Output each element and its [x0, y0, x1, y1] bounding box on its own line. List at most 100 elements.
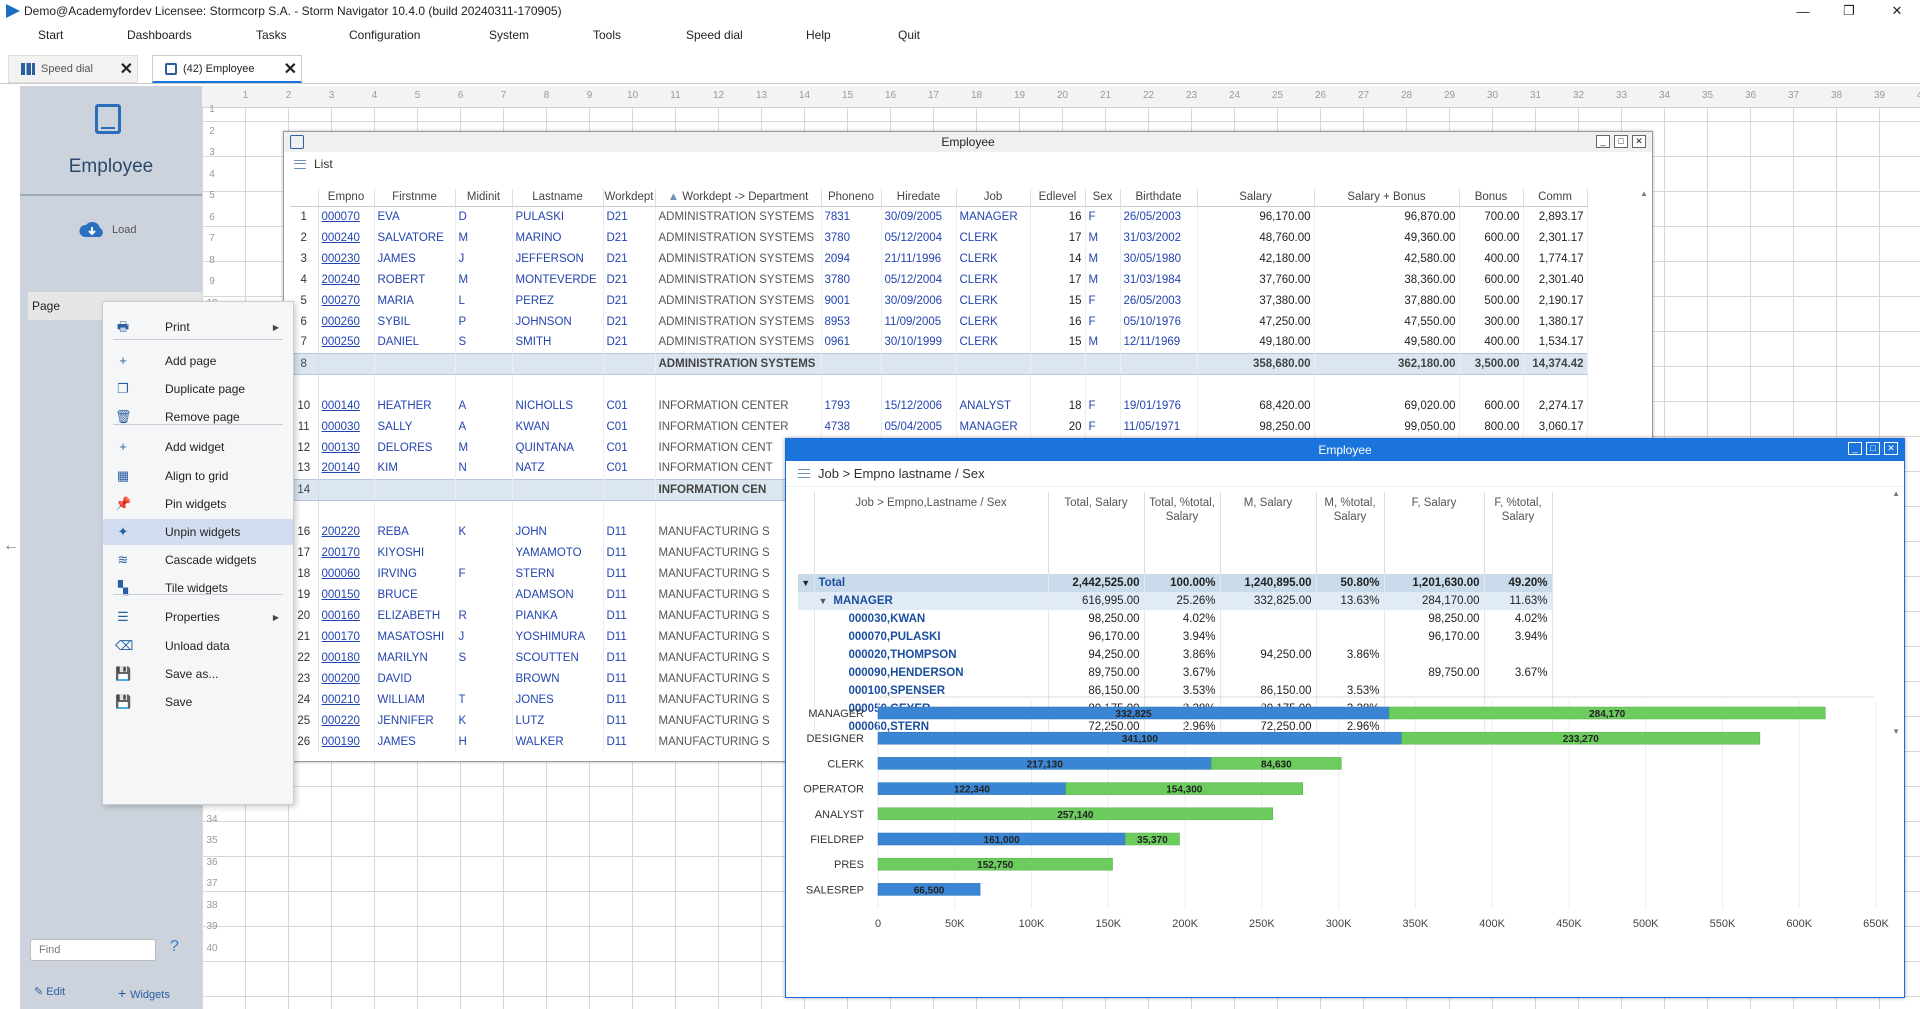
menu-item-add-widget[interactable]: + Add widget [103, 434, 293, 460]
menu-item-pin-widgets[interactable]: 📌 Pin widgets [103, 491, 293, 517]
pivot-column-header[interactable]: M, %total, Salary [1316, 492, 1385, 574]
minimize-icon[interactable]: — [1796, 3, 1810, 19]
column-header[interactable]: Lastname [512, 189, 604, 207]
menu-tools[interactable]: Tools [593, 28, 622, 42]
table-cell[interactable]: 000210 [318, 689, 375, 710]
menu-item-unload-data[interactable]: ⌫ Unload data [103, 633, 293, 659]
pivot-row[interactable]: 000030,KWAN 98,250.00 4.02% 98,250.00 4.02% [798, 610, 1553, 628]
bar-segment[interactable] [1124, 832, 1180, 846]
table-row[interactable]: 5 000270 MARIA L PEREZ D21 ADMINISTRATION SYST… [290, 290, 1588, 311]
column-header[interactable]: Hiredate [881, 189, 957, 207]
table-cell[interactable]: 000230 [318, 248, 375, 269]
bar-segment[interactable] [1401, 731, 1761, 745]
close-icon[interactable]: ✕ [1884, 442, 1898, 455]
menu-item-properties[interactable]: ☰ Properties ▶ [103, 604, 293, 630]
column-header[interactable]: Bonus [1459, 189, 1524, 207]
close-icon[interactable]: ✕ [1632, 135, 1646, 148]
scroll-down-icon[interactable]: ▼ [1892, 727, 1900, 736]
menu-item-duplicate-page[interactable]: ❐ Duplicate page [103, 376, 293, 402]
collapse-icon[interactable]: ▼ [818, 596, 828, 606]
column-header[interactable]: Salary [1197, 189, 1315, 207]
column-header[interactable]: Birthdate [1120, 189, 1198, 207]
maximize-icon[interactable]: □ [1866, 442, 1880, 455]
table-row[interactable]: 8 ADMINISTRATION SYSTEMS 358,680.00 362,180… [290, 352, 1588, 375]
table-cell[interactable]: 200220 [318, 521, 375, 542]
table-cell[interactable]: 000250 [318, 332, 375, 353]
column-header[interactable]: Salary + Bonus [1314, 189, 1460, 207]
column-header[interactable]: Comm [1523, 189, 1588, 207]
menu-configuration[interactable]: Configuration [349, 28, 421, 42]
pivot-row[interactable]: 000090,HENDERSON 89,750.00 3.67% 89,750.00 3… [798, 664, 1553, 682]
table-cell[interactable]: 000140 [318, 395, 375, 416]
menu-item-tile-widgets[interactable]: ▚ Tile widgets [103, 575, 293, 601]
pivot-row[interactable]: 000060,STERN 72,250.00 2.96% 72,250.00 2.96% [798, 718, 1553, 736]
minimize-icon[interactable]: _ [1596, 135, 1610, 148]
table-cell[interactable]: 000160 [318, 605, 375, 626]
table-cell[interactable]: 000130 [318, 437, 375, 458]
tab-speed-dial[interactable]: Speed dial ✕ [8, 55, 138, 83]
employee-pivot-window[interactable]: Employee _ □ ✕ Job > Empno lastname / Se… [785, 438, 1905, 998]
table-cell[interactable]: 200170 [318, 542, 375, 563]
table-cell[interactable]: 200240 [318, 269, 375, 290]
pivot-column-header[interactable]: Job > Empno,Lastname / Sex [814, 492, 1049, 574]
menu-help[interactable]: Help [806, 28, 831, 42]
scroll-up-icon[interactable]: ▲ [1640, 189, 1648, 198]
pivot-row[interactable]: 000100,SPENSER 86,150.00 3.53% 86,150.00 3.5… [798, 682, 1553, 700]
pivot-row[interactable]: 000020,THOMPSON 94,250.00 3.86% 94,250.00 3.… [798, 646, 1553, 664]
table-cell[interactable]: 000270 [318, 290, 375, 311]
menu-item-unpin-widgets[interactable]: ✦ Unpin widgets [103, 519, 293, 545]
pivot-column-header[interactable]: Total, Salary [1048, 492, 1145, 574]
column-header[interactable]: Workdept [603, 189, 656, 207]
bar-segment[interactable] [1211, 757, 1342, 770]
table-row[interactable]: 11 000030 SALLY A KWAN C01 INFORMATION CENTER 4… [290, 416, 1588, 437]
table-cell[interactable]: 200140 [318, 458, 375, 479]
column-header[interactable]: Phoneno [821, 189, 882, 207]
table-cell[interactable]: 000060 [318, 563, 375, 584]
table-cell[interactable]: 000170 [318, 626, 375, 647]
column-header[interactable]: Firstnme [374, 189, 456, 207]
scroll-up-icon[interactable]: ▲ [1892, 489, 1900, 498]
table-row[interactable]: 6 000260 SYBIL P JOHNSON D21 ADMINISTRATION SY… [290, 311, 1588, 332]
bar-segment[interactable] [1065, 782, 1303, 795]
column-header[interactable]: Sex [1085, 189, 1121, 207]
menu-quit[interactable]: Quit [898, 28, 921, 42]
column-header[interactable]: Job [956, 189, 1031, 207]
column-header[interactable]: Empno [318, 189, 375, 207]
column-header[interactable]: ▲ Workdept -> Department [655, 189, 822, 207]
restore-icon[interactable]: ❐ [1843, 3, 1855, 18]
pivot-row[interactable]: 000070,PULASKI 96,170.00 3.94% 96,170.00 3.9… [798, 628, 1553, 646]
menu-item-add-page[interactable]: + Add page [103, 348, 293, 374]
window-titlebar[interactable]: Employee _ □ ✕ [284, 132, 1652, 152]
collapse-icon[interactable]: ▼ [798, 574, 815, 592]
pivot-column-header[interactable]: Total, %total, Salary [1144, 492, 1221, 574]
hamburger-icon[interactable] [294, 159, 306, 169]
table-cell[interactable]: 000190 [318, 731, 375, 752]
column-header[interactable]: Midinit [455, 189, 513, 207]
table-row[interactable]: 9 [290, 374, 1588, 395]
table-cell[interactable]: 000030 [318, 416, 375, 437]
table-cell[interactable]: 000150 [318, 584, 375, 605]
tab-employee[interactable]: (42) Employee ✕ [152, 55, 302, 83]
table-row[interactable]: 3 000230 JAMES J JEFFERSON D21 ADMINISTRATION … [290, 248, 1588, 269]
edit-button[interactable]: ✎ Edit [34, 985, 65, 998]
menu-item-print[interactable]: 🖶 Print ▶ [103, 314, 293, 340]
column-header[interactable]: Edlevel [1030, 189, 1086, 207]
table-cell[interactable]: 000200 [318, 668, 375, 689]
help-icon[interactable]: ? [170, 938, 179, 955]
table-row[interactable]: 7 000250 DANIEL S SMITH D21 ADMINISTRATION SYS… [290, 332, 1588, 353]
menu-item-save-as[interactable]: 💾 Save as... [103, 661, 293, 687]
menu-item-cascade-widgets[interactable]: ≋ Cascade widgets [103, 547, 293, 573]
bar-segment[interactable] [877, 883, 981, 896]
close-icon[interactable]: ✕ [1891, 3, 1903, 18]
pivot-column-header[interactable]: F, %total, Salary [1484, 492, 1553, 574]
table-row[interactable]: 1 000070 EVA D PULASKI D21 ADMINISTRATION SYST… [290, 206, 1588, 227]
menu-speed-dial[interactable]: Speed dial [686, 28, 743, 42]
bar-segment[interactable] [1388, 706, 1826, 720]
table-cell[interactable]: 000240 [318, 227, 375, 248]
find-input[interactable]: Find [30, 939, 156, 961]
table-row[interactable]: 4 200240 ROBERT M MONTEVERDE D21 ADMINISTRATIO… [290, 269, 1588, 290]
maximize-icon[interactable]: □ [1614, 135, 1628, 148]
table-row[interactable]: 2 000240 SALVATORE M MARINO D21 ADMINISTRATION… [290, 227, 1588, 248]
back-arrow-icon[interactable]: ← [3, 537, 19, 554]
menu-item-remove-page[interactable]: 🗑 Remove page [103, 404, 293, 430]
